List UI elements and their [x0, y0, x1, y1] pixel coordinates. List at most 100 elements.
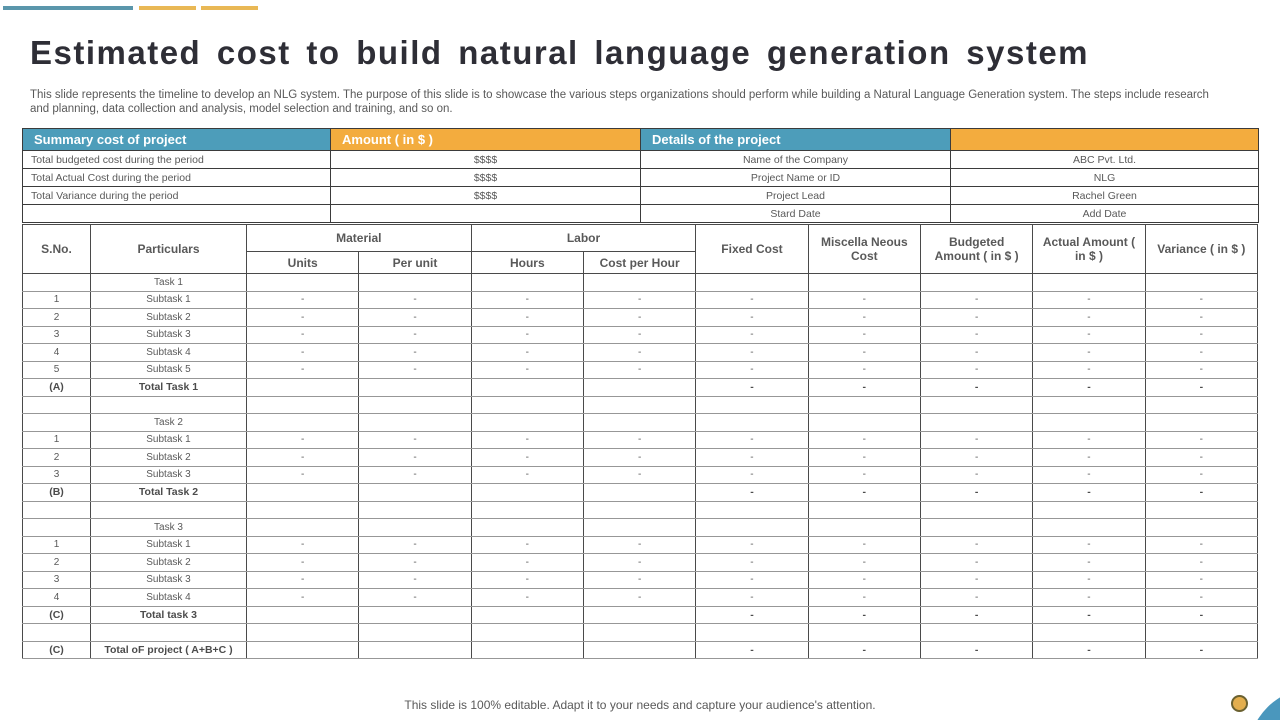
- cell-sno: 5: [22, 360, 91, 379]
- summary-cell: Total budgeted cost during the period: [22, 150, 331, 169]
- cost-header-row-2: Units Per unit Hours Cost per Hour: [23, 251, 1258, 274]
- cell-value: [582, 605, 697, 624]
- summary-cell: $$$$: [330, 168, 641, 187]
- cell-value: -: [919, 465, 1034, 484]
- cell-sno: 2: [22, 308, 91, 327]
- cost-row-sub: 3 Subtask 3---------: [22, 465, 1259, 484]
- cell-value: [919, 413, 1034, 432]
- summary-cell: [330, 204, 641, 223]
- cell-value: -: [582, 535, 697, 554]
- cell-value: -: [470, 535, 584, 554]
- cell-value: -: [919, 430, 1034, 449]
- cell-value: [582, 640, 697, 659]
- cell-value: [358, 395, 472, 414]
- cost-row-total: (A) Total Task 1-----: [22, 378, 1259, 397]
- cell-value: -: [358, 308, 472, 327]
- summary-cell: Rachel Green: [950, 186, 1259, 205]
- cell-value: -: [358, 553, 472, 572]
- cell-particulars: Subtask 3: [90, 325, 247, 344]
- cell-value: [245, 273, 360, 292]
- cell-value: -: [1144, 640, 1259, 659]
- cell-value: [470, 623, 584, 642]
- cell-value: [470, 378, 584, 397]
- cell-value: -: [807, 343, 921, 362]
- cell-value: [919, 518, 1034, 537]
- cell-particulars: Total Task 2: [90, 483, 247, 502]
- cell-value: [470, 413, 584, 432]
- col-header-budgeted: Budgeted Amount ( in $ ): [919, 224, 1034, 274]
- cell-value: -: [807, 465, 921, 484]
- cell-value: -: [1144, 605, 1259, 624]
- col-header-units: Units: [245, 251, 360, 274]
- cell-value: [358, 518, 472, 537]
- cell-particulars: Subtask 1: [90, 290, 247, 309]
- cell-value: [695, 395, 809, 414]
- cell-value: -: [695, 360, 809, 379]
- cell-value: -: [695, 640, 809, 659]
- cell-value: [807, 518, 921, 537]
- cell-value: [1144, 500, 1259, 519]
- cost-row-sub: 5 Subtask 5---------: [22, 360, 1259, 379]
- cell-value: -: [358, 588, 472, 607]
- summary-cell: NLG: [950, 168, 1259, 187]
- cell-sno: 3: [22, 465, 91, 484]
- cell-sno: (C): [22, 640, 91, 659]
- cell-value: -: [919, 448, 1034, 467]
- cell-value: [582, 623, 697, 642]
- cell-sno: 3: [22, 325, 91, 344]
- summary-cell: $$$$: [330, 150, 641, 169]
- cell-sno: [22, 395, 91, 414]
- cell-value: [807, 273, 921, 292]
- cell-value: -: [245, 360, 360, 379]
- cell-value: -: [582, 465, 697, 484]
- cell-value: [1032, 518, 1146, 537]
- cost-row-task: Task 2: [22, 413, 1259, 432]
- cell-sno: 2: [22, 448, 91, 467]
- cell-value: [807, 500, 921, 519]
- cell-value: -: [470, 308, 584, 327]
- cell-value: -: [582, 430, 697, 449]
- cell-value: -: [1032, 308, 1146, 327]
- cell-value: -: [1144, 325, 1259, 344]
- cell-particulars: [90, 500, 247, 519]
- summary-row: Stard Date Add Date: [22, 204, 1259, 223]
- cell-sno: 3: [22, 570, 91, 589]
- cell-value: [1032, 500, 1146, 519]
- cell-value: -: [919, 605, 1034, 624]
- col-header-variance: Variance ( in $ ): [1144, 224, 1259, 274]
- cell-sno: 1: [22, 430, 91, 449]
- col-header-labor: Labor: [470, 224, 697, 252]
- cell-value: [245, 378, 360, 397]
- cell-value: -: [695, 448, 809, 467]
- cell-particulars: Subtask 2: [90, 553, 247, 572]
- cell-value: [245, 483, 360, 502]
- col-header-particulars: Particulars: [90, 224, 247, 274]
- cell-value: [470, 605, 584, 624]
- cell-value: [1144, 413, 1259, 432]
- cell-value: [919, 500, 1034, 519]
- cell-value: -: [695, 343, 809, 362]
- cell-value: -: [1144, 535, 1259, 554]
- cell-value: -: [1032, 535, 1146, 554]
- cell-value: [695, 273, 809, 292]
- cell-particulars: Total Task 1: [90, 378, 247, 397]
- cell-value: -: [582, 360, 697, 379]
- cell-value: [245, 413, 360, 432]
- cell-value: -: [470, 448, 584, 467]
- cell-value: [245, 500, 360, 519]
- cell-value: [1032, 395, 1146, 414]
- cell-value: [245, 395, 360, 414]
- cell-value: [1032, 413, 1146, 432]
- cell-value: -: [582, 325, 697, 344]
- cost-row-sub: 1 Subtask 1---------: [22, 430, 1259, 449]
- cell-value: [695, 413, 809, 432]
- cell-value: -: [919, 325, 1034, 344]
- cell-sno: (A): [22, 378, 91, 397]
- cell-value: -: [807, 605, 921, 624]
- cell-particulars: Subtask 2: [90, 448, 247, 467]
- cost-row-total: (B) Total Task 2-----: [22, 483, 1259, 502]
- cell-value: -: [695, 535, 809, 554]
- cell-value: [470, 640, 584, 659]
- cell-value: [1144, 395, 1259, 414]
- decoration-circle-orange: [1231, 695, 1248, 712]
